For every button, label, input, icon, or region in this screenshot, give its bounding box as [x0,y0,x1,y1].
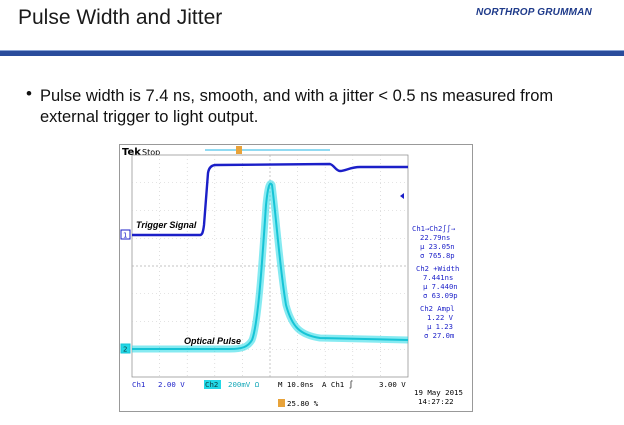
bullet-icon: • [26,84,32,103]
timebase: M 10.0ns [278,380,314,389]
ch2-marker-box [120,343,131,354]
trigger-level-icon [400,193,404,199]
trigger-source: A Ch1 ∫ [322,380,354,389]
optical-pulse-label: Optical Pulse [184,336,241,346]
meas-3-mean: µ 1.23 [427,322,453,331]
title-divider [0,50,624,56]
oscilloscope-screenshot: Tek Stop T [119,144,473,412]
scope-time: 14:27:22 [418,397,454,406]
trigger-position-icon [236,146,242,154]
ch1-scale: 2.00 V [158,380,185,389]
optical-pulse-trace [132,180,409,353]
meas-3-title: Ch2 Ampl [420,304,455,313]
ch2-scale: 200mV Ω [228,380,260,389]
northrop-grumman-logo: NORTHROP GRUMMAN [476,7,592,18]
meas-3-value: 1.22 V [427,313,454,322]
trigger-signal-label: Trigger Signal [136,220,197,230]
measurement-panel: Ch1→Ch2∫∫→ 22.79ns µ 23.05n σ 765.8p Ch2… [412,224,459,340]
meas-1-value: 22.79ns [420,233,450,242]
meas-2-mean: µ 7.440n [423,282,458,291]
ch1-marker: 1 [123,232,127,240]
ch1-label: Ch1 [132,380,145,389]
trigger-position: 25.80 % [287,399,319,408]
trigger-level: 3.00 V [379,380,406,389]
slide-title: Pulse Width and Jitter [18,6,223,29]
ch1-marker-box [120,229,131,240]
ch2-marker: 2 [123,346,127,354]
trigger-signal-trace [132,162,408,237]
meas-3-sigma: σ 27.0m [424,331,454,340]
ch2-label: Ch2 [205,380,218,389]
meas-1-title: Ch1→Ch2∫∫→ [412,224,456,233]
trigger-pos-icon [278,399,285,407]
meas-1-mean: µ 23.05n [420,242,455,251]
bullet-text: Pulse width is 7.4 ns, smooth, and with … [40,87,554,126]
oscilloscope-display: Tek Stop T [120,146,463,408]
scope-date: 19 May 2015 [414,388,463,397]
meas-2-sigma: σ 63.09p [423,291,458,300]
meas-1-sigma: σ 765.8p [420,251,455,260]
scope-state: Stop [142,148,160,157]
status-bar: Ch1 2.00 V Ch2 200mV Ω M 10.0ns A Ch1 ∫ … [132,380,463,408]
meas-2-title: Ch2 +Width [416,264,459,273]
ch2-label-box [204,380,221,389]
meas-2-value: 7.441ns [423,273,453,282]
scope-brand: Tek [122,147,141,158]
